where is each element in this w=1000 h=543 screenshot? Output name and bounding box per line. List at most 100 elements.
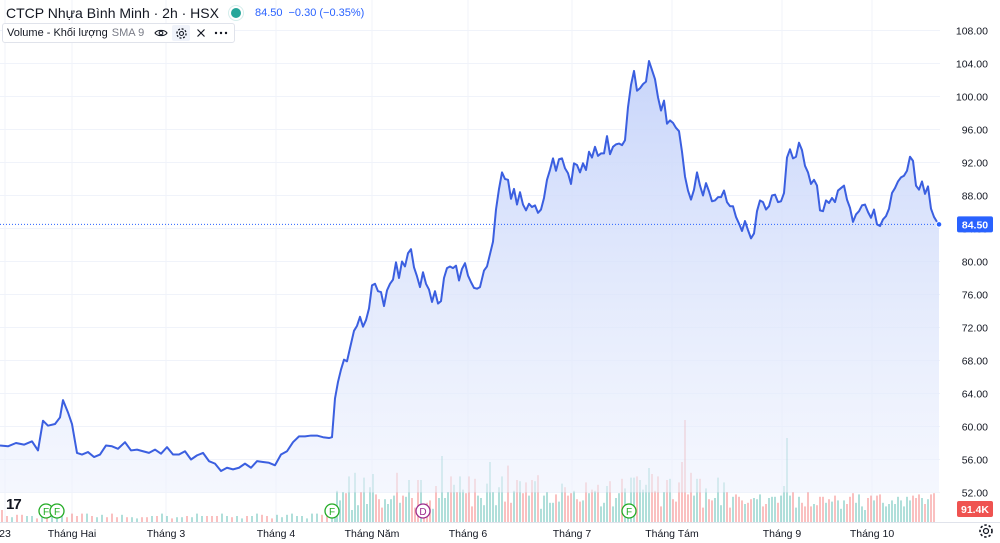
volume-bar (226, 516, 228, 522)
volume-bar (354, 472, 356, 522)
volume-bar (161, 513, 163, 522)
volume-bar (864, 510, 866, 522)
volume-bar (915, 498, 917, 522)
volume-bar (381, 507, 383, 522)
volume-bar (101, 514, 103, 522)
volume-bar (246, 516, 248, 522)
y-tick-label: 80.00 (962, 257, 988, 269)
volume-bar (594, 490, 596, 522)
volume-bar (792, 492, 794, 522)
volume-bar (873, 500, 875, 522)
volume-bar (468, 476, 470, 522)
volume-bar (708, 499, 710, 522)
volume-bar (615, 498, 617, 522)
volume-bar (747, 502, 749, 522)
gear-icon[interactable] (172, 25, 191, 41)
volume-bar (930, 494, 932, 522)
volume-bar (507, 465, 509, 522)
volume-bar (375, 494, 377, 522)
volume-bar (296, 516, 298, 522)
last-price-marker (935, 221, 943, 228)
volume-bar (690, 472, 692, 522)
volume-bar (585, 482, 587, 522)
volume-bar (576, 499, 578, 522)
volume-bar (516, 480, 518, 522)
volume-bar (186, 516, 188, 522)
volume-bar (301, 516, 303, 522)
volume-bar (166, 516, 168, 522)
volume-bar (825, 502, 827, 522)
close-icon[interactable] (192, 25, 210, 41)
x-tick-label: 23 (0, 528, 11, 540)
volume-bar (813, 504, 815, 522)
volume-bar (414, 507, 416, 522)
volume-bar (711, 500, 713, 522)
more-icon[interactable] (212, 25, 230, 41)
x-tick-label: Tháng Năm (345, 528, 400, 540)
volume-bar (903, 506, 905, 522)
volume-bar (609, 481, 611, 522)
eye-icon[interactable] (152, 25, 170, 41)
settings-gear-icon[interactable] (976, 521, 996, 541)
volume-bar (360, 492, 362, 522)
volume-bar (206, 516, 208, 522)
volume-bar (900, 500, 902, 522)
volume-bar (366, 504, 368, 522)
volume-bar (759, 494, 761, 522)
x-tick-label: Tháng 9 (763, 528, 802, 540)
volume-bar (630, 477, 632, 522)
volume-bar (771, 496, 773, 522)
volume-bar (321, 514, 323, 522)
volume-bar (633, 477, 635, 522)
price-change-text: −0.30 (−0.35%) (288, 7, 365, 19)
volume-bar (462, 489, 464, 522)
volume-bar (276, 514, 278, 522)
volume-bar (498, 487, 500, 522)
volume-bar (372, 474, 374, 522)
volume-bar (471, 506, 473, 522)
y-tick-label: 76.00 (962, 290, 988, 302)
volume-bar (46, 518, 48, 522)
volume-bar (612, 506, 614, 522)
volume-bar (492, 492, 494, 522)
volume-bar (570, 493, 572, 522)
volume-bar (11, 517, 13, 522)
volume-bar (121, 514, 123, 522)
volume-bar (573, 490, 575, 522)
volume-bar (435, 486, 437, 522)
volume-bar (311, 513, 313, 522)
symbol-title[interactable]: CTCP Nhựa Bình Minh · 2h · HSX (6, 5, 219, 21)
volume-bar (528, 495, 530, 522)
volume-bar (76, 516, 78, 522)
volume-bar (894, 504, 896, 522)
volume-bar (552, 502, 554, 522)
volume-bar (465, 493, 467, 522)
volume-bar (621, 478, 623, 522)
volume-bar (66, 517, 68, 522)
chart-header: CTCP Nhựa Bình Minh · 2h · HSX 84.50 −0.… (0, 0, 364, 26)
volume-bar (91, 516, 93, 522)
volume-bar (486, 483, 488, 522)
volume-bar (660, 506, 662, 522)
volume-bar (549, 502, 551, 522)
volume-bar (774, 496, 776, 522)
volume-bar (176, 517, 178, 522)
volume-bar (453, 484, 455, 522)
volume-bar (753, 498, 755, 522)
volume-bar (927, 499, 929, 522)
volume-bar (342, 492, 344, 522)
volume-bar (909, 500, 911, 522)
volume-bar (657, 476, 659, 522)
volume-bar (726, 492, 728, 522)
volume-bar (879, 494, 881, 522)
volume-bar (432, 508, 434, 522)
tradingview-logo[interactable]: 17 (6, 496, 22, 513)
volume-bar (750, 499, 752, 522)
volume-bar (480, 498, 482, 522)
volume-study-legend[interactable]: Volume - Khối lượng SMA 9 (2, 23, 236, 43)
event-marker (621, 503, 637, 519)
volume-bar (51, 513, 53, 522)
study-name: Volume - Khối lượng (7, 27, 108, 39)
y-tick-label: 88.00 (962, 191, 988, 203)
